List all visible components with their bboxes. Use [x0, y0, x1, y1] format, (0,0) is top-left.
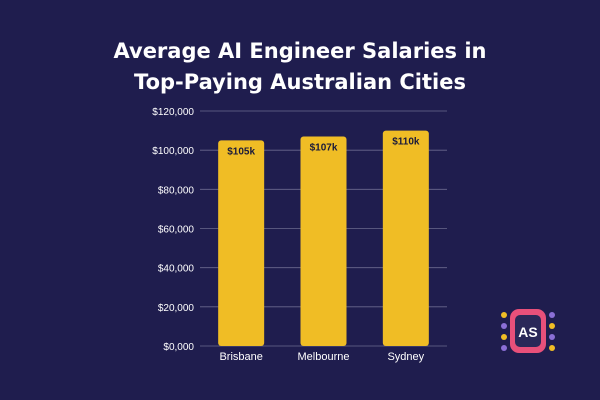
as-logo: AS — [498, 307, 558, 357]
chart-title: Average AI Engineer Salaries in Top-Payi… — [0, 36, 600, 98]
data-label: $107k — [310, 142, 338, 153]
y-tick-label: $20,000 — [158, 303, 195, 314]
y-tick-label: $0,000 — [163, 342, 194, 353]
y-tick-label: $80,000 — [158, 185, 195, 196]
y-tick-label: $60,000 — [158, 225, 195, 236]
data-label: $105k — [227, 146, 255, 157]
chart-title-line-2: Top-Paying Australian Cities — [134, 70, 466, 94]
bar — [218, 140, 265, 346]
x-tick-label: Sydney — [387, 351, 424, 363]
logo-text: AS — [518, 324, 537, 340]
chart-title-line-1: Average AI Engineer Salaries in — [113, 39, 487, 63]
bar — [300, 136, 347, 346]
as-logo-graphic: AS — [501, 309, 555, 353]
y-tick-label: $120,000 — [152, 107, 194, 118]
x-tick-label: Melbourne — [298, 351, 350, 363]
y-tick-label: $100,000 — [152, 146, 194, 157]
bar — [382, 130, 429, 346]
y-tick-label: $40,000 — [158, 264, 195, 275]
data-label: $110k — [392, 137, 420, 148]
x-tick-label: Brisbane — [219, 351, 262, 363]
